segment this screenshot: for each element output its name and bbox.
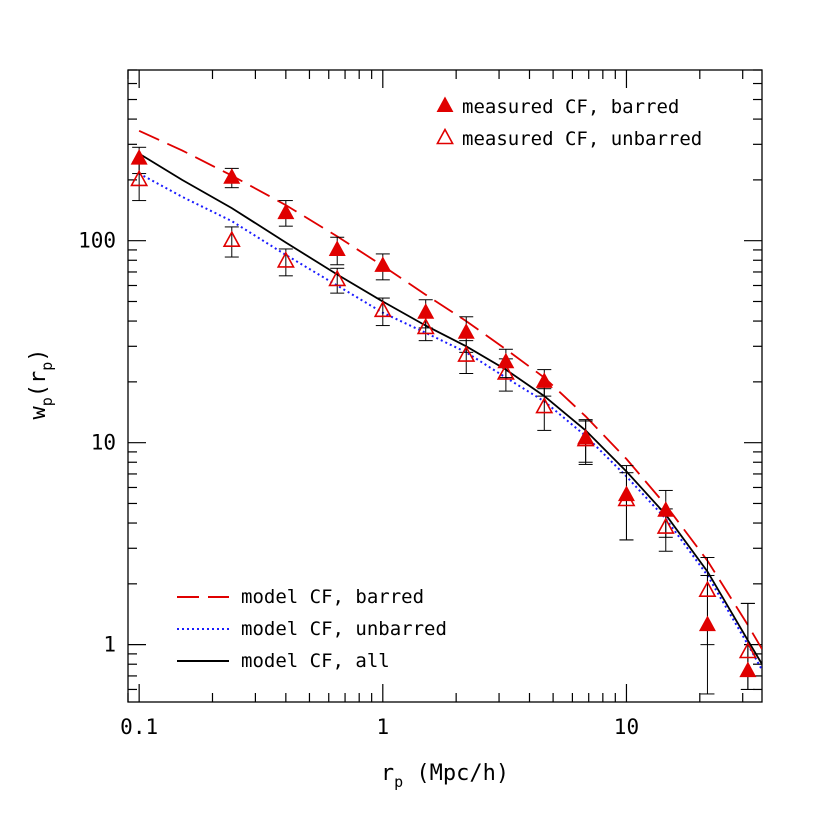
barred-data-point: [457, 323, 475, 339]
unbarred-data-point: [416, 317, 435, 335]
unbarred-data-point: [496, 363, 515, 380]
y-tick-label: 1: [103, 633, 116, 657]
axes: 0.1 1 10 1 10 100: [78, 69, 763, 739]
y-axis-label-close: ): [26, 348, 51, 361]
unbarred-data-point: [276, 251, 295, 268]
barred-data-point: [130, 149, 148, 165]
barred-data-point: [223, 168, 241, 184]
legend-label: model CF, unbarred: [241, 618, 447, 640]
barred-data-point: [328, 240, 346, 256]
x-axis-label-rest: (Mpc/h): [403, 761, 509, 786]
y-axis-label-open: (r: [26, 371, 51, 398]
y-axis-label: wp(rp): [26, 348, 56, 419]
unbarred-data-point: [738, 641, 757, 659]
unbarred-data-point: [222, 230, 241, 247]
barred-data-point: [535, 372, 553, 388]
error-bars: [132, 146, 755, 695]
data-markers: [130, 149, 757, 678]
legend-label: measured CF, barred: [462, 96, 679, 118]
legend-label: model CF, all: [241, 650, 390, 672]
unbarred-data-point: [535, 396, 554, 414]
barred-data-point: [374, 256, 392, 272]
unbarred-data-point: [698, 580, 717, 598]
x-axis-label-main: r: [381, 761, 394, 786]
legend-label: model CF, barred: [241, 586, 424, 608]
unbarred-data-point: [130, 169, 149, 187]
x-tick-label: 0.1: [120, 715, 158, 739]
x-axis-label-sub: p: [394, 773, 403, 791]
x-axis-label: rp (Mpc/h): [381, 761, 509, 791]
unbarred-data-point: [656, 517, 675, 534]
model-all-line: [138, 152, 762, 665]
y-axis-label-main: w: [26, 406, 51, 420]
barred-data-point: [698, 615, 716, 632]
legend: measured CF, barred measured CF, unbarred…: [177, 96, 702, 672]
legend-marker: [436, 127, 454, 145]
model-unbarred-line: [138, 172, 762, 671]
legend-label: measured CF, unbarred: [462, 128, 702, 150]
unbarred-data-point: [373, 300, 392, 318]
barred-data-point: [497, 352, 515, 369]
barred-data-point: [657, 501, 675, 517]
y-axis-label-sub2: p: [38, 362, 56, 371]
y-tick-label: 10: [91, 431, 116, 455]
barred-data-point: [739, 661, 757, 678]
model-barred-line: [138, 129, 762, 650]
unbarred-data-point: [457, 345, 476, 362]
x-tick-label: 10: [614, 715, 639, 739]
barred-data-point: [577, 428, 595, 445]
axis-labels: rp (Mpc/h) wp(rp): [26, 348, 509, 791]
legend-marker: [436, 96, 454, 112]
model-curves: [138, 129, 762, 671]
barred-data-point: [417, 303, 435, 319]
x-tick-label: 1: [376, 715, 389, 739]
barred-data-point: [277, 203, 295, 220]
barred-data-point: [617, 485, 635, 502]
y-axis-label-sub: p: [38, 397, 56, 406]
unbarred-data-point: [328, 269, 347, 287]
y-tick-label: 100: [78, 229, 116, 253]
plot-frame: [127, 69, 763, 703]
